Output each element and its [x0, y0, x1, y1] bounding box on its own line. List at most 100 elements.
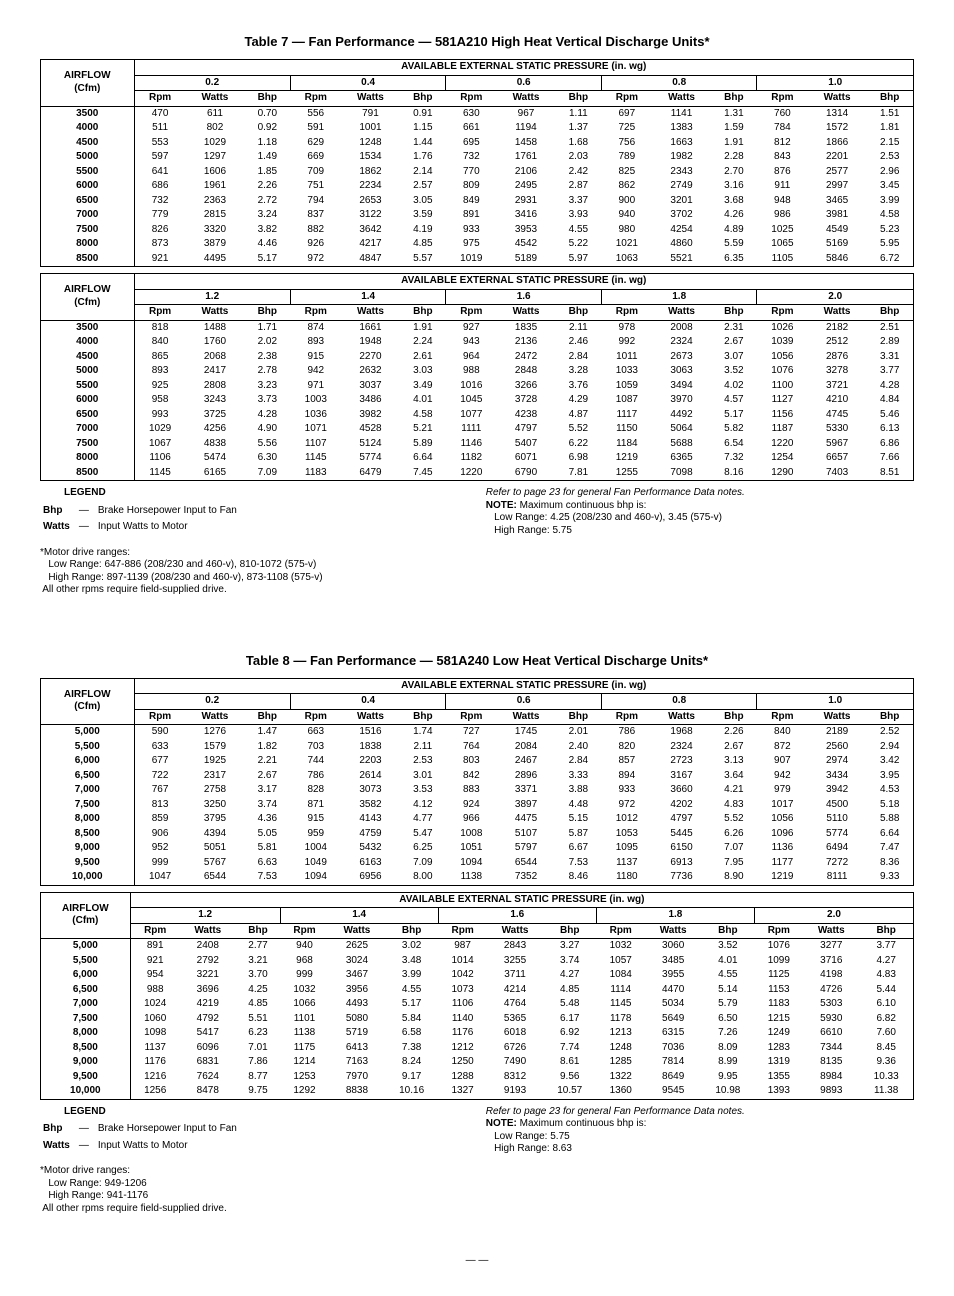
- data-cell: 5.88: [866, 812, 913, 827]
- pressure-value: 2.0: [757, 289, 914, 305]
- data-cell: 4.87: [555, 408, 601, 423]
- data-cell: 3.37: [555, 194, 601, 209]
- data-cell: 5064: [652, 422, 711, 437]
- data-cell: 3486: [341, 393, 400, 408]
- data-cell: 1096: [757, 827, 808, 842]
- data-cell: 11.38: [859, 1084, 913, 1099]
- data-cell: 2234: [341, 179, 400, 194]
- sub-col-header: Rpm: [134, 305, 186, 321]
- data-cell: 809: [446, 179, 497, 194]
- data-cell: 1076: [754, 939, 803, 954]
- data-cell: 5107: [497, 827, 556, 842]
- data-cell: 1180: [601, 870, 652, 885]
- data-cell: 1182: [446, 451, 497, 466]
- data-cell: 732: [134, 194, 186, 209]
- data-cell: 6494: [808, 841, 867, 856]
- data-cell: 1961: [186, 179, 245, 194]
- data-cell: 8478: [180, 1084, 236, 1099]
- legend-block: LEGENDBhp—Brake Horsepower Input to FanW…: [40, 487, 468, 597]
- data-cell: 1.71: [244, 320, 290, 335]
- sub-col-header: Rpm: [134, 91, 186, 107]
- data-cell: 1.49: [244, 150, 290, 165]
- data-cell: 4219: [180, 997, 236, 1012]
- data-cell: 7098: [652, 466, 711, 481]
- data-cell: 2.02: [244, 335, 290, 350]
- data-cell: 2343: [652, 165, 711, 180]
- data-cell: 3.64: [711, 769, 757, 784]
- data-cell: 1011: [601, 350, 652, 365]
- pressure-value: 1.8: [601, 289, 757, 305]
- data-cell: 1187: [757, 422, 808, 437]
- data-cell: 5474: [186, 451, 245, 466]
- data-cell: 5.87: [555, 827, 601, 842]
- data-cell: 8838: [329, 1084, 385, 1099]
- data-cell: 1.81: [866, 121, 913, 136]
- data-cell: 5034: [645, 997, 701, 1012]
- data-cell: 7403: [808, 466, 867, 481]
- data-cell: 6726: [487, 1041, 543, 1056]
- airflow-cell: 3500: [41, 320, 135, 335]
- data-cell: 5.57: [400, 252, 446, 267]
- data-cell: 1045: [446, 393, 497, 408]
- data-cell: 3942: [808, 783, 867, 798]
- data-cell: 4.55: [555, 223, 601, 238]
- data-cell: 1095: [601, 841, 652, 856]
- data-cell: 4549: [808, 223, 867, 238]
- data-cell: 6096: [180, 1041, 236, 1056]
- airflow-cell: 8000: [41, 237, 135, 252]
- data-cell: 4.27: [859, 954, 913, 969]
- data-cell: 891: [446, 208, 497, 223]
- data-cell: 2324: [652, 740, 711, 755]
- data-cell: 5432: [341, 841, 400, 856]
- data-cell: 663: [290, 725, 341, 740]
- data-cell: 6913: [652, 856, 711, 871]
- data-cell: 7970: [329, 1070, 385, 1085]
- data-cell: 883: [446, 783, 497, 798]
- data-cell: 3.99: [866, 194, 913, 209]
- data-cell: 871: [290, 798, 341, 813]
- data-cell: 4.90: [244, 422, 290, 437]
- data-cell: 1071: [290, 422, 341, 437]
- airflow-cell: 5500: [41, 165, 135, 180]
- data-cell: 3.03: [400, 364, 446, 379]
- data-cell: 556: [290, 106, 341, 121]
- data-cell: 3.77: [866, 364, 913, 379]
- data-cell: 5.17: [244, 252, 290, 267]
- data-cell: 3.48: [385, 954, 438, 969]
- data-cell: 840: [134, 335, 186, 350]
- data-cell: 933: [601, 783, 652, 798]
- data-cell: 859: [134, 812, 186, 827]
- data-cell: 2467: [497, 754, 556, 769]
- data-cell: 2363: [186, 194, 245, 209]
- data-cell: 921: [130, 954, 180, 969]
- data-cell: 1.68: [555, 136, 601, 151]
- airflow-cell: 9,500: [41, 1070, 131, 1085]
- sub-col-header: Bhp: [385, 923, 438, 939]
- data-cell: 591: [290, 121, 341, 136]
- pressure-value: 0.6: [446, 694, 602, 710]
- airflow-cell: 8,500: [41, 827, 135, 842]
- data-cell: 1057: [596, 954, 645, 969]
- data-cell: 6.23: [236, 1026, 280, 1041]
- data-cell: 2931: [497, 194, 556, 209]
- data-cell: 3167: [652, 769, 711, 784]
- data-cell: 1008: [446, 827, 497, 842]
- data-cell: 1360: [596, 1084, 645, 1099]
- data-cell: 4.55: [701, 968, 754, 983]
- sub-col-header: Watts: [808, 709, 867, 725]
- data-cell: 999: [280, 968, 329, 983]
- sub-col-header: Rpm: [596, 923, 645, 939]
- data-cell: 1150: [601, 422, 652, 437]
- data-cell: 3.74: [244, 798, 290, 813]
- data-cell: 5.59: [711, 237, 757, 252]
- data-cell: 1383: [652, 121, 711, 136]
- data-cell: 8.46: [555, 870, 601, 885]
- data-cell: 4860: [652, 237, 711, 252]
- data-cell: 7.38: [385, 1041, 438, 1056]
- legend-dash: —: [78, 504, 95, 519]
- sub-col-header: Bhp: [244, 91, 290, 107]
- data-cell: 7.07: [711, 841, 757, 856]
- data-cell: 3060: [645, 939, 701, 954]
- data-cell: 1.37: [555, 121, 601, 136]
- data-cell: 4492: [652, 408, 711, 423]
